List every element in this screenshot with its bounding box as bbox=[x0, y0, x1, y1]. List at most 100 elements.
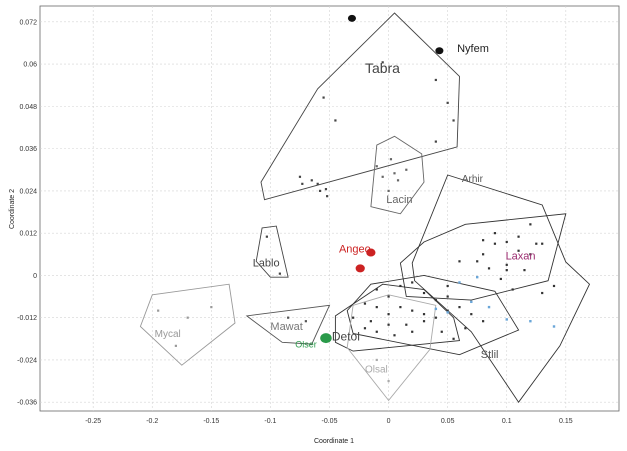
point-stlil bbox=[411, 281, 414, 284]
point-lacin bbox=[405, 168, 408, 171]
point-nyfem bbox=[347, 14, 356, 22]
point-detol bbox=[363, 327, 367, 330]
point-tabra bbox=[381, 61, 384, 64]
point-lablo bbox=[278, 272, 281, 275]
label-olser: Olser bbox=[295, 340, 317, 350]
point-stlil bbox=[405, 323, 408, 326]
x-tick-label: 0 bbox=[387, 418, 391, 425]
point-olsal bbox=[375, 358, 378, 362]
y-tick-label: 0.072 bbox=[19, 19, 37, 26]
label-lablo: Lablo bbox=[253, 258, 280, 270]
point-arhir bbox=[493, 242, 497, 245]
point-stlil bbox=[422, 313, 426, 316]
x-axis-label: Coordinate 1 bbox=[314, 438, 354, 445]
y-axis-label: Coordinate 2 bbox=[9, 189, 16, 229]
point-laxan bbox=[476, 260, 479, 263]
label-mycal: Mycal bbox=[155, 329, 181, 340]
hull-olsal bbox=[346, 294, 437, 402]
y-axis-ticks: 0.072 0.06 0.048 0.036 0.024 0.012 0 -0.012 -0.0… bbox=[17, 19, 37, 406]
y-tick-label: 0 bbox=[33, 273, 37, 280]
label-mawat: Mawat bbox=[270, 321, 302, 333]
label-olsal: Olsal bbox=[365, 364, 388, 375]
x-tick-label: -0.05 bbox=[322, 418, 338, 425]
point-stlil bbox=[375, 306, 378, 309]
point-unlabeled bbox=[434, 307, 438, 311]
point-unlabeled bbox=[470, 300, 473, 304]
point-laxan bbox=[493, 232, 497, 235]
point-stlil bbox=[375, 288, 378, 291]
point-detol bbox=[393, 334, 396, 337]
point-arhir bbox=[529, 223, 532, 226]
point-tabra bbox=[434, 78, 437, 82]
group-hulls bbox=[139, 12, 591, 403]
point-laxan bbox=[541, 242, 544, 245]
point-arhir bbox=[535, 242, 538, 245]
point-stlil bbox=[440, 330, 443, 333]
point-lablo bbox=[265, 235, 268, 238]
point-stlil bbox=[399, 306, 402, 309]
x-axis-ticks: -0.25 -0.2 -0.15 -0.1 -0.05 0 0.05 0.1 0.15 bbox=[85, 418, 573, 425]
x-tick-label: 0.05 bbox=[441, 418, 455, 425]
hull-mycal bbox=[139, 283, 236, 366]
hull-tabra bbox=[260, 12, 460, 201]
hull-detol bbox=[334, 283, 461, 352]
point-arhir bbox=[505, 263, 508, 266]
point-mawat bbox=[304, 320, 307, 323]
point-stlil bbox=[434, 298, 437, 302]
label-lacin: Lacin bbox=[386, 194, 412, 206]
point-stlil bbox=[452, 337, 455, 340]
point-stlil bbox=[387, 323, 390, 326]
point-tabra bbox=[446, 101, 449, 104]
point-stlil bbox=[411, 309, 414, 312]
point-stlil bbox=[464, 327, 467, 330]
hull-stlil bbox=[346, 274, 520, 356]
point-mycal bbox=[186, 316, 189, 319]
point-tabra bbox=[310, 179, 313, 182]
point-tabra bbox=[316, 182, 319, 185]
y-tick-label: 0.06 bbox=[23, 62, 37, 69]
grid-lines bbox=[40, 6, 619, 411]
hull-mawat bbox=[245, 304, 331, 345]
x-tick-label: -0.1 bbox=[264, 418, 276, 425]
x-tick-label: -0.25 bbox=[85, 418, 101, 425]
data-points bbox=[157, 14, 556, 383]
x-tick-label: -0.2 bbox=[146, 418, 158, 425]
point-arhir bbox=[529, 253, 532, 256]
point-unlabeled bbox=[529, 319, 532, 323]
point-laxan bbox=[487, 267, 491, 270]
point-mycal bbox=[210, 306, 213, 309]
point-arhir bbox=[517, 249, 520, 252]
point-detol bbox=[411, 330, 414, 333]
point-laxan bbox=[523, 269, 526, 272]
point-olsal bbox=[387, 379, 390, 383]
point-stlil bbox=[363, 302, 367, 305]
point-tabra bbox=[326, 195, 329, 198]
point-tabra bbox=[434, 140, 437, 143]
point-stlil bbox=[387, 313, 390, 316]
label-stlil: Stlil bbox=[481, 349, 499, 361]
point-detol bbox=[352, 316, 355, 319]
point-lacin bbox=[375, 165, 378, 168]
point-stlil bbox=[422, 320, 426, 323]
point-unlabeled bbox=[446, 311, 449, 314]
point-stlil bbox=[399, 284, 402, 288]
point-tabra bbox=[334, 119, 337, 122]
x-tick-label: 0.1 bbox=[502, 418, 512, 425]
point-lacin bbox=[387, 189, 390, 192]
point-stlil bbox=[470, 313, 473, 316]
point-stlil bbox=[446, 309, 449, 312]
point-stlil bbox=[387, 295, 390, 298]
y-tick-label: -0.012 bbox=[17, 315, 37, 322]
point-arhir bbox=[482, 253, 485, 256]
label-arhir: Arhir bbox=[462, 174, 484, 185]
point-detol bbox=[375, 330, 378, 333]
point-stlil bbox=[482, 320, 485, 323]
point-tabra bbox=[301, 182, 304, 185]
point-mycal bbox=[157, 309, 160, 312]
point-unlabeled bbox=[552, 325, 556, 328]
point-tabra bbox=[322, 96, 325, 99]
group-labels: Tabra Lacin Lablo Arhir Laxan Stlil Detol Olsal… bbox=[155, 43, 536, 375]
label-detol: Detol bbox=[332, 330, 360, 344]
y-tick-label: 0.048 bbox=[19, 104, 37, 111]
